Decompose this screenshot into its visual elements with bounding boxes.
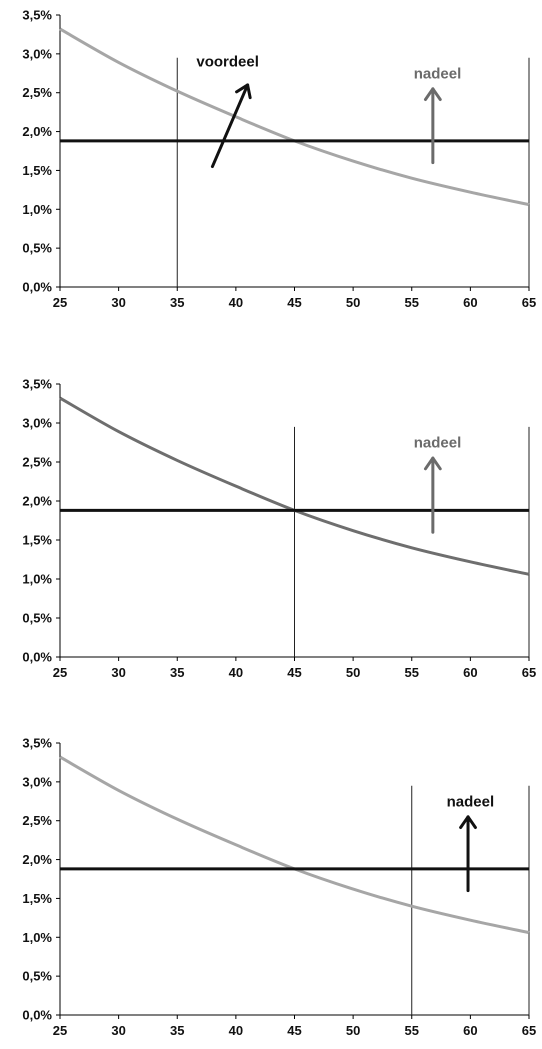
x-tick-label: 50 bbox=[346, 295, 360, 310]
chart-panel-2: 0,0% 0,5% 1,0% 1,5% 2,0% 2,5% 3,0% 3,5% 25 30 35 40… bbox=[22, 377, 536, 681]
y-tick-label: 2,0% bbox=[22, 124, 52, 139]
x-tick-label: 25 bbox=[53, 665, 67, 680]
y-tick-label: 0,0% bbox=[22, 280, 52, 295]
y-tick-label: 0,5% bbox=[22, 241, 52, 256]
y-tick-label: 1,0% bbox=[22, 572, 52, 587]
annotation-voordeel-arrow-shaft bbox=[210, 83, 250, 169]
annotation-nadeel-arrow-head bbox=[459, 815, 477, 830]
x-tick-label: 55 bbox=[405, 665, 419, 680]
x-tick-label: 65 bbox=[522, 295, 536, 310]
chart-panel-3: 0,0% 0,5% 1,0% 1,5% 2,0% 2,5% 3,0% 3,5% 25 30 35 40… bbox=[22, 736, 536, 1039]
y-tick-label: 2,5% bbox=[22, 813, 52, 828]
x-tick-label: 30 bbox=[111, 1023, 125, 1038]
x-tick-label: 45 bbox=[287, 295, 301, 310]
annotation-nadeel-arrow-head bbox=[423, 87, 442, 102]
y-tick-label: 2,5% bbox=[22, 455, 52, 470]
annotation-nadeel-label: nadeel bbox=[414, 65, 462, 82]
y-tick-label: 1,5% bbox=[22, 163, 52, 178]
x-tick-label: 45 bbox=[287, 665, 301, 680]
annotation-nadeel-label: nadeel bbox=[414, 435, 462, 452]
y-tick-label: 2,0% bbox=[22, 494, 52, 509]
x-tick-label: 60 bbox=[463, 665, 477, 680]
y-tick-label: 1,0% bbox=[22, 202, 52, 217]
y-tick-label: 3,0% bbox=[22, 774, 52, 789]
x-tick-label: 25 bbox=[53, 1023, 67, 1038]
y-tick-label: 3,0% bbox=[22, 46, 52, 61]
y-tick-label: 0,5% bbox=[22, 611, 52, 626]
x-tick-label: 40 bbox=[229, 665, 243, 680]
y-tick-label: 3,5% bbox=[22, 377, 52, 392]
y-tick-label: 3,0% bbox=[22, 416, 52, 431]
annotation-voordeel-arrow-head bbox=[235, 83, 252, 100]
x-tick-label: 65 bbox=[522, 665, 536, 680]
x-tick-label: 40 bbox=[229, 295, 243, 310]
x-tick-label: 35 bbox=[170, 295, 184, 310]
x-tick-label: 45 bbox=[287, 1023, 301, 1038]
x-tick-label: 50 bbox=[346, 1023, 360, 1038]
chart-panel-1: 0,0% 0,5% 1,0% 1,5% 2,0% 2,5% 3,0% 3,5% 25 30 35 40… bbox=[22, 8, 536, 311]
x-tick-label: 55 bbox=[405, 295, 419, 310]
y-tick-label: 1,0% bbox=[22, 930, 52, 945]
y-tick-label: 1,5% bbox=[22, 891, 52, 906]
annotation-nadeel-label: nadeel bbox=[447, 793, 495, 810]
x-tick-label: 25 bbox=[53, 295, 67, 310]
x-tick-label: 30 bbox=[111, 295, 125, 310]
y-tick-label: 0,0% bbox=[22, 1008, 52, 1023]
y-tick-label: 3,5% bbox=[22, 8, 52, 23]
x-tick-label: 55 bbox=[405, 1023, 419, 1038]
y-tick-label: 2,5% bbox=[22, 85, 52, 100]
y-tick-label: 3,5% bbox=[22, 736, 52, 751]
y-tick-label: 0,5% bbox=[22, 969, 52, 984]
y-tick-label: 1,5% bbox=[22, 533, 52, 548]
annotation-voordeel-label: voordeel bbox=[196, 54, 259, 71]
annotation-nadeel-arrow-head bbox=[423, 456, 442, 471]
x-tick-label: 60 bbox=[463, 1023, 477, 1038]
y-tick-label: 2,0% bbox=[22, 852, 52, 867]
declining-curve bbox=[59, 755, 530, 935]
x-tick-label: 40 bbox=[229, 1023, 243, 1038]
declining-curve bbox=[59, 27, 530, 207]
x-tick-label: 35 bbox=[170, 1023, 184, 1038]
x-tick-label: 65 bbox=[522, 1023, 536, 1038]
x-tick-label: 30 bbox=[111, 665, 125, 680]
x-tick-label: 50 bbox=[346, 665, 360, 680]
x-tick-label: 60 bbox=[463, 295, 477, 310]
x-tick-label: 35 bbox=[170, 665, 184, 680]
y-tick-label: 0,0% bbox=[22, 650, 52, 665]
